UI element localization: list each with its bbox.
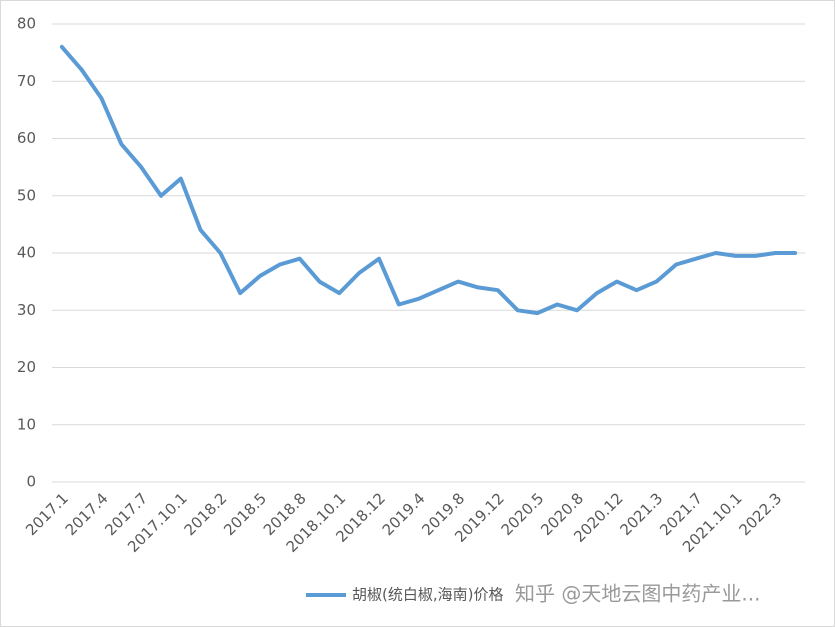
- y-tick-label: 20: [17, 358, 36, 376]
- y-tick-label: 60: [17, 129, 36, 147]
- y-tick-label: 70: [17, 72, 36, 90]
- y-tick-label: 0: [26, 473, 36, 491]
- watermark: 知乎 @天地云图中药产业...: [515, 582, 760, 606]
- y-tick-label: 30: [17, 301, 36, 319]
- y-tick-label: 40: [17, 244, 36, 262]
- y-tick-label: 80: [17, 15, 36, 33]
- y-tick-label: 10: [17, 415, 36, 433]
- legend-label: 胡椒(统白椒,海南)价格: [352, 586, 503, 604]
- y-tick-label: 50: [17, 186, 36, 204]
- series-line: [59, 44, 798, 316]
